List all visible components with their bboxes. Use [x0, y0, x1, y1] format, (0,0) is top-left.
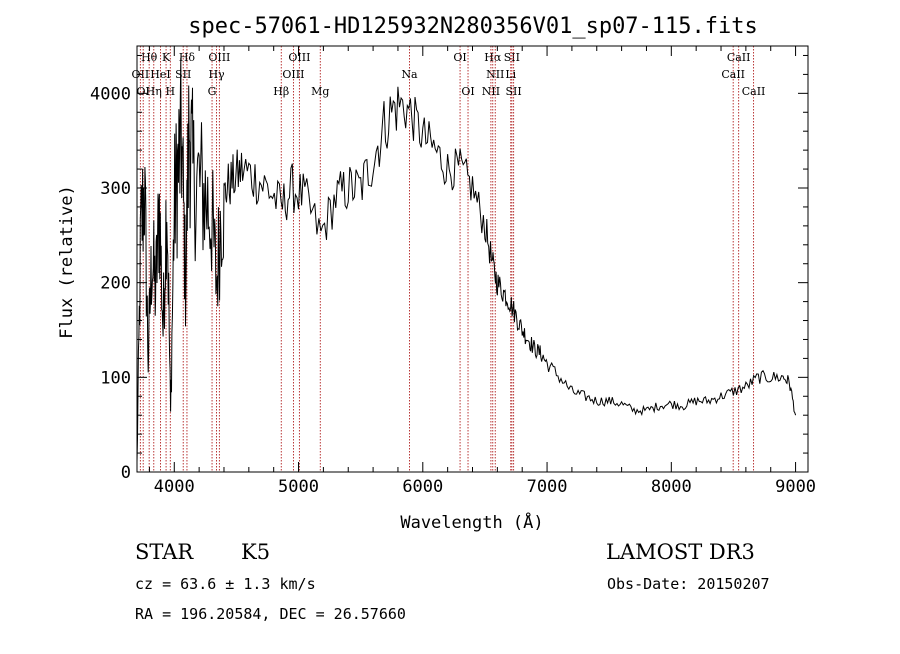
- spectral-line-label: Hβ: [273, 85, 289, 98]
- x-tick-label: 8000: [651, 477, 692, 497]
- spectral-line-label: Mg: [311, 85, 329, 98]
- spectral-line-label: NII: [486, 68, 504, 81]
- object-type: STAR: [135, 540, 194, 564]
- spectral-line-label: OIII: [282, 68, 304, 81]
- x-tick-label: 4000: [154, 477, 195, 497]
- spectral-line-label: CaII: [721, 68, 745, 81]
- y-tick-label: 0: [121, 463, 131, 483]
- y-axis-label: Flux (relative): [57, 185, 77, 339]
- spectral-line-label: SII: [175, 68, 191, 81]
- y-tick-label: 200: [100, 274, 131, 294]
- x-tick-label: 7000: [527, 477, 568, 497]
- obs-date: Obs-Date: 20150207: [607, 575, 770, 593]
- spectrum-line: [136, 57, 797, 462]
- x-tick-label: 5000: [278, 477, 319, 497]
- plot-frame: [136, 45, 809, 473]
- spectral-line-label: Na: [401, 68, 418, 81]
- chart-title: spec-57061-HD125932N280356V01_sp07-115.f…: [188, 14, 758, 39]
- axis-ticks-layer: 4000 5000 6000 7000 8000 9000 0 100 200 300 4000: [90, 46, 816, 497]
- spectral-line-label: Hη: [146, 85, 162, 98]
- spectral-line-label: SII: [504, 51, 520, 64]
- spectral-line-label: H: [166, 85, 176, 98]
- spectral-line-label: Hδ: [179, 51, 196, 64]
- spectral-line-label: HeI: [150, 68, 170, 81]
- redshift-readout: cz = 63.6 ± 1.3 km/s: [135, 575, 316, 593]
- spectral-line-label: CaII: [742, 85, 766, 98]
- x-tick-label: 6000: [402, 477, 443, 497]
- spectral-line-label: OIII: [288, 51, 310, 64]
- spectral-line-label: K: [162, 51, 171, 64]
- spectral-line-label: OI: [461, 85, 474, 98]
- spectral-line-label: Hθ: [141, 51, 158, 64]
- y-tick-label: 100: [100, 368, 131, 388]
- spectral-line-label: SII: [506, 85, 522, 98]
- spectral-line-label: OI: [137, 85, 150, 98]
- spectral-line-label: CaII: [727, 51, 751, 64]
- survey-name: LAMOST DR3: [606, 540, 755, 564]
- info-panel: STAR K5 LAMOST DR3 cz = 63.6 ± 1.3 km/s …: [135, 540, 770, 623]
- object-subclass: K5: [241, 540, 270, 564]
- spectral-line-label: NII: [482, 85, 500, 98]
- spectral-line-label: Li: [505, 68, 516, 81]
- x-tick-label: 9000: [775, 477, 816, 497]
- spectral-line-label: Hα: [484, 51, 502, 64]
- spectral-line-label: OI: [453, 51, 466, 64]
- x-axis-label: Wavelength (Å): [400, 511, 543, 533]
- spectral-line-label: Hγ: [208, 68, 225, 81]
- y-tick-label: 4000: [90, 84, 131, 104]
- ra-dec-readout: RA = 196.20584, DEC = 26.57660: [135, 605, 406, 623]
- spectrum-series-layer: [136, 57, 797, 462]
- spectral-line-label: G: [208, 85, 217, 98]
- spectral-line-label: OIII: [208, 51, 230, 64]
- y-tick-label: 300: [100, 179, 131, 199]
